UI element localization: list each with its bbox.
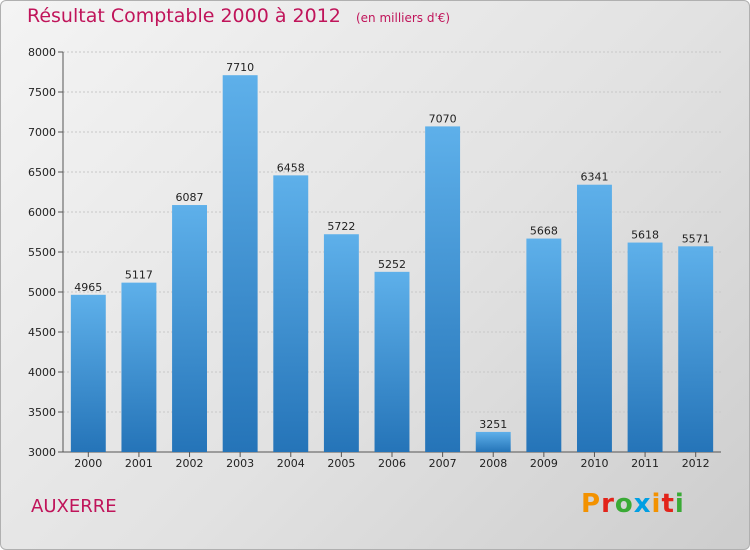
bars [70,75,714,453]
bar-2004 [273,175,309,453]
chart-unit: (en milliers d'€) [355,11,451,25]
logo-letter: x [633,489,652,519]
chart-title: Résultat Comptable 2000 à 2012 [27,5,341,27]
bar-2003 [222,75,258,452]
logo-letter: P [581,489,602,519]
x-tick-label: 2008 [479,457,507,470]
bar-2008 [475,431,511,452]
x-tick-label: 2001 [125,457,153,470]
bar-value-label: 6341 [580,171,608,184]
title-row: Résultat Comptable 2000 à 2012 (en milli… [27,5,450,27]
bar-2012 [678,246,714,452]
y-tick-label: 8000 [28,46,56,59]
y-tick-label: 5000 [28,286,56,299]
y-tick-label: 6000 [28,206,56,219]
bar-2006 [374,271,410,452]
bar-2001 [121,282,157,452]
labels: 3000 3500 4000 4500 5000 5500 6000 6500 7000 7500… [28,46,710,470]
x-tick-label: 2004 [277,457,305,470]
bar-value-label: 3251 [479,418,507,431]
bar-2005 [323,234,359,452]
x-tick-label: 2000 [74,457,102,470]
y-tick-label: 4500 [28,326,56,339]
logo-letter: i [651,489,662,519]
bar-value-label: 7070 [429,112,457,125]
bar-value-label: 6458 [277,161,305,174]
bar-2011 [627,242,663,452]
x-tick-label: 2009 [530,457,558,470]
logo-letter: r [601,489,615,519]
logo-letter: t [661,489,675,519]
bar-value-label: 5618 [631,229,659,242]
bar-2010 [576,184,612,452]
city-name: AUXERRE [31,496,117,517]
y-tick-label: 3500 [28,406,56,419]
bar-2007 [425,126,461,453]
bar-value-label: 5117 [125,269,153,282]
bar-value-label: 5722 [327,220,355,233]
x-tick-label: 2007 [429,457,457,470]
x-tick-label: 2011 [631,457,659,470]
y-tick-label: 5500 [28,246,56,259]
bar-2002 [172,205,208,452]
proxiti-logo: Proxiti [581,489,685,519]
logo-letter: i [674,489,685,519]
bar-value-label: 5252 [378,258,406,271]
x-tick-label: 2012 [682,457,710,470]
bar-value-label: 6087 [176,191,204,204]
bar-value-label: 5571 [682,232,710,245]
y-tick-label: 4000 [28,366,56,379]
x-tick-label: 2003 [226,457,254,470]
bar-2000 [70,294,106,452]
bar-value-label: 5668 [530,225,558,238]
y-tick-label: 7500 [28,86,56,99]
bar-2009 [526,238,562,452]
y-tick-label: 3000 [28,446,56,459]
x-tick-label: 2010 [580,457,608,470]
x-tick-label: 2006 [378,457,406,470]
bar-value-label: 4965 [74,281,102,294]
bar-value-label: 7710 [226,61,254,74]
y-tick-label: 7000 [28,126,56,139]
y-tick-label: 6500 [28,166,56,179]
logo-letter: o [614,489,634,519]
x-tick-label: 2002 [176,457,204,470]
x-tick-label: 2005 [327,457,355,470]
